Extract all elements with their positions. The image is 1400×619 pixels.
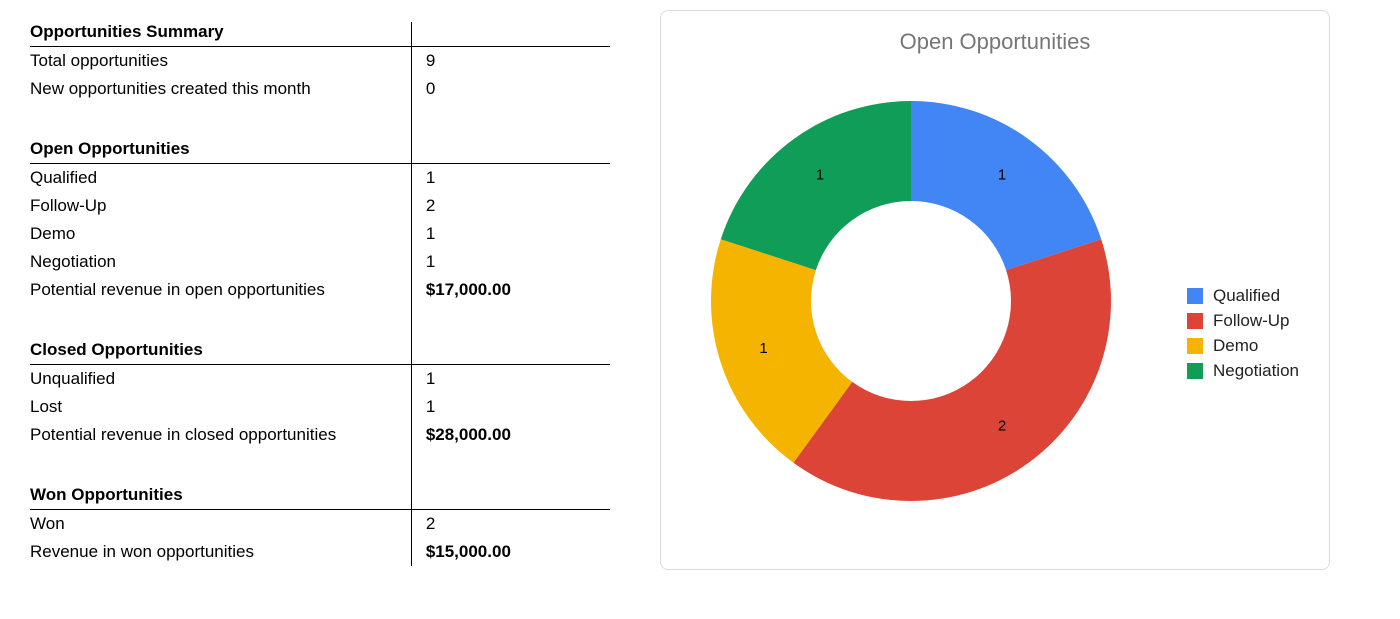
legend-label: Negotiation (1213, 361, 1299, 381)
row-value: 1 (411, 365, 610, 394)
row-value: 1 (411, 164, 610, 193)
row-value: 2 (411, 192, 610, 220)
row-label: Follow-Up (30, 192, 411, 220)
row-label: Total opportunities (30, 47, 411, 76)
row-value: $17,000.00 (411, 276, 610, 304)
row-value: 1 (411, 220, 610, 248)
table-row: Won2 (30, 510, 610, 539)
section-spacer (30, 103, 610, 121)
table-row: Lost1 (30, 393, 610, 421)
table-row: Follow-Up2 (30, 192, 610, 220)
section-title: Won Opportunities (30, 467, 411, 510)
chart-legend: Qualified Follow-Up Demo Negotiation (1187, 281, 1299, 386)
row-label: Won (30, 510, 411, 539)
section-header-spacer (411, 22, 610, 47)
section-spacer (30, 449, 610, 467)
table-row: Unqualified1 (30, 365, 610, 394)
legend-swatch (1187, 313, 1203, 329)
open-opportunities-chart-card: Open Opportunities 1 2 1 1 Qualified Follow-… (660, 10, 1330, 570)
opportunities-table: Opportunities SummaryTotal opportunities… (30, 22, 610, 566)
row-value: $28,000.00 (411, 421, 610, 449)
section-header-spacer (411, 322, 610, 365)
open-opportunities-donut-chart: 1 2 1 1 (681, 71, 1141, 531)
legend-item: Qualified (1187, 286, 1299, 306)
donut-slice-value: 1 (998, 167, 1006, 184)
chart-title: Open Opportunities (661, 11, 1329, 55)
section-header-spacer (411, 121, 610, 164)
table-row: Demo1 (30, 220, 610, 248)
section-spacer (30, 304, 610, 322)
legend-item: Demo (1187, 336, 1299, 356)
row-value: 0 (411, 75, 610, 103)
row-label: New opportunities created this month (30, 75, 411, 103)
row-label: Potential revenue in open opportunities (30, 276, 411, 304)
row-label: Potential revenue in closed opportunitie… (30, 421, 411, 449)
section-header: Closed Opportunities (30, 322, 610, 365)
section-header: Opportunities Summary (30, 22, 610, 47)
legend-label: Follow-Up (1213, 311, 1290, 331)
row-label: Demo (30, 220, 411, 248)
legend-label: Qualified (1213, 286, 1280, 306)
table-row: Qualified1 (30, 164, 610, 193)
legend-swatch (1187, 363, 1203, 379)
row-value: 1 (411, 248, 610, 276)
table-row: New opportunities created this month0 (30, 75, 610, 103)
table-row: Total opportunities9 (30, 47, 610, 76)
legend-swatch (1187, 338, 1203, 354)
row-label: Unqualified (30, 365, 411, 394)
table-row: Potential revenue in open opportunities$… (30, 276, 610, 304)
donut-slice-value: 1 (816, 167, 824, 184)
donut-slice-value: 1 (759, 340, 767, 357)
legend-item: Negotiation (1187, 361, 1299, 381)
legend-item: Follow-Up (1187, 311, 1299, 331)
section-header-spacer (411, 467, 610, 510)
table-row: Negotiation1 (30, 248, 610, 276)
row-label: Revenue in won opportunities (30, 538, 411, 566)
table-row: Potential revenue in closed opportunitie… (30, 421, 610, 449)
row-label: Negotiation (30, 248, 411, 276)
row-value: 1 (411, 393, 610, 421)
section-title: Open Opportunities (30, 121, 411, 164)
row-value: 9 (411, 47, 610, 76)
legend-swatch (1187, 288, 1203, 304)
section-header: Open Opportunities (30, 121, 610, 164)
section-title: Closed Opportunities (30, 322, 411, 365)
row-value: $15,000.00 (411, 538, 610, 566)
row-label: Lost (30, 393, 411, 421)
donut-slice (793, 239, 1111, 501)
donut-slice (911, 101, 1101, 270)
legend-label: Demo (1213, 336, 1258, 356)
section-header: Won Opportunities (30, 467, 610, 510)
donut-slice (721, 101, 911, 270)
table-row: Revenue in won opportunities$15,000.00 (30, 538, 610, 566)
row-value: 2 (411, 510, 610, 539)
section-title: Opportunities Summary (30, 22, 411, 47)
row-label: Qualified (30, 164, 411, 193)
donut-slice-value: 2 (998, 417, 1006, 434)
